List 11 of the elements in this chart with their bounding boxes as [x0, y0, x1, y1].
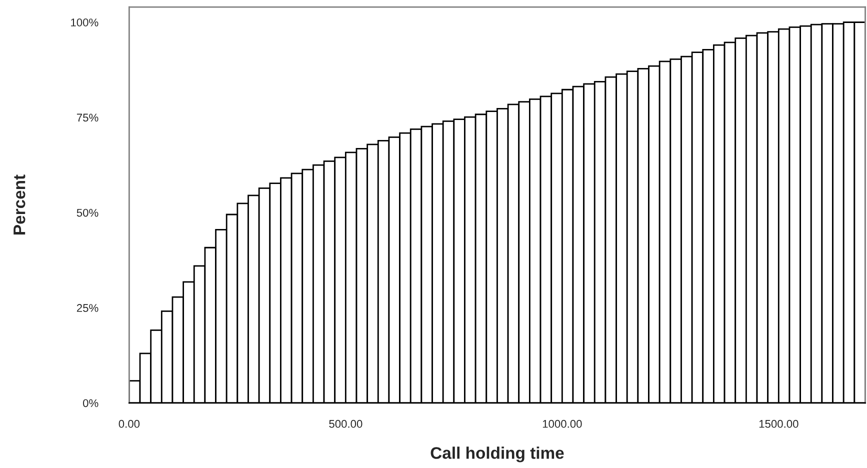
x-tick-label: 1000.00 [542, 420, 582, 428]
y-tick-label: 75% [76, 114, 98, 122]
x-axis-title: Call holding time [430, 446, 564, 462]
y-axis-title: Percent [14, 174, 26, 234]
x-tick-label: 0.00 [118, 420, 140, 428]
y-tick-label: 50% [76, 208, 98, 217]
y-tick-label: 25% [76, 304, 98, 312]
y-tick-label: 0% [83, 399, 98, 408]
x-tick-label: 1500.00 [759, 420, 798, 428]
y-tick-label: 100% [71, 18, 98, 26]
x-tick-label: 500.00 [329, 420, 362, 428]
